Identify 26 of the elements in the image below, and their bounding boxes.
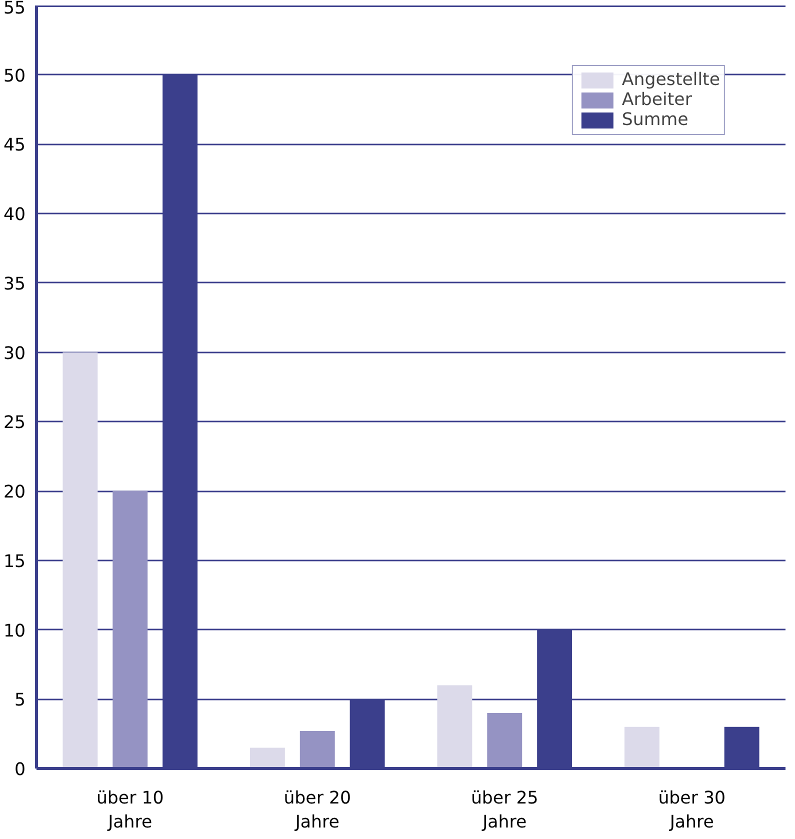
x-tick-label: über 30 Jahre — [658, 788, 726, 832]
x-tick-label: über 20 Jahre — [284, 788, 352, 832]
bar — [487, 713, 522, 768]
legend-label: Summe — [622, 110, 688, 130]
bar — [300, 731, 335, 768]
bar — [624, 726, 660, 768]
y-tick-label: 45 — [3, 136, 26, 156]
x-tick-label: über 25 Jahre — [470, 788, 538, 832]
y-tick-label: 40 — [3, 205, 26, 226]
bar — [112, 491, 148, 768]
bar — [250, 748, 285, 768]
legend-label: Arbeiter — [622, 90, 692, 110]
y-tick-label: 50 — [3, 66, 26, 86]
bar — [62, 352, 98, 768]
legend-label: Angestellte — [622, 70, 720, 90]
y-tick-label: 35 — [3, 274, 26, 294]
y-tick-label: 15 — [3, 552, 26, 572]
y-tick-label: 55 — [3, 0, 26, 18]
y-tick-label: 10 — [3, 621, 26, 642]
y-tick-label: 30 — [3, 344, 26, 364]
y-tick-label: 25 — [3, 413, 26, 434]
y-tick-label: 5 — [14, 690, 26, 711]
bar — [437, 685, 472, 768]
x-tick-label: über 10 Jahre — [96, 788, 164, 832]
y-tick-label: 20 — [3, 482, 26, 503]
y-tick-label: 0 — [14, 760, 26, 780]
